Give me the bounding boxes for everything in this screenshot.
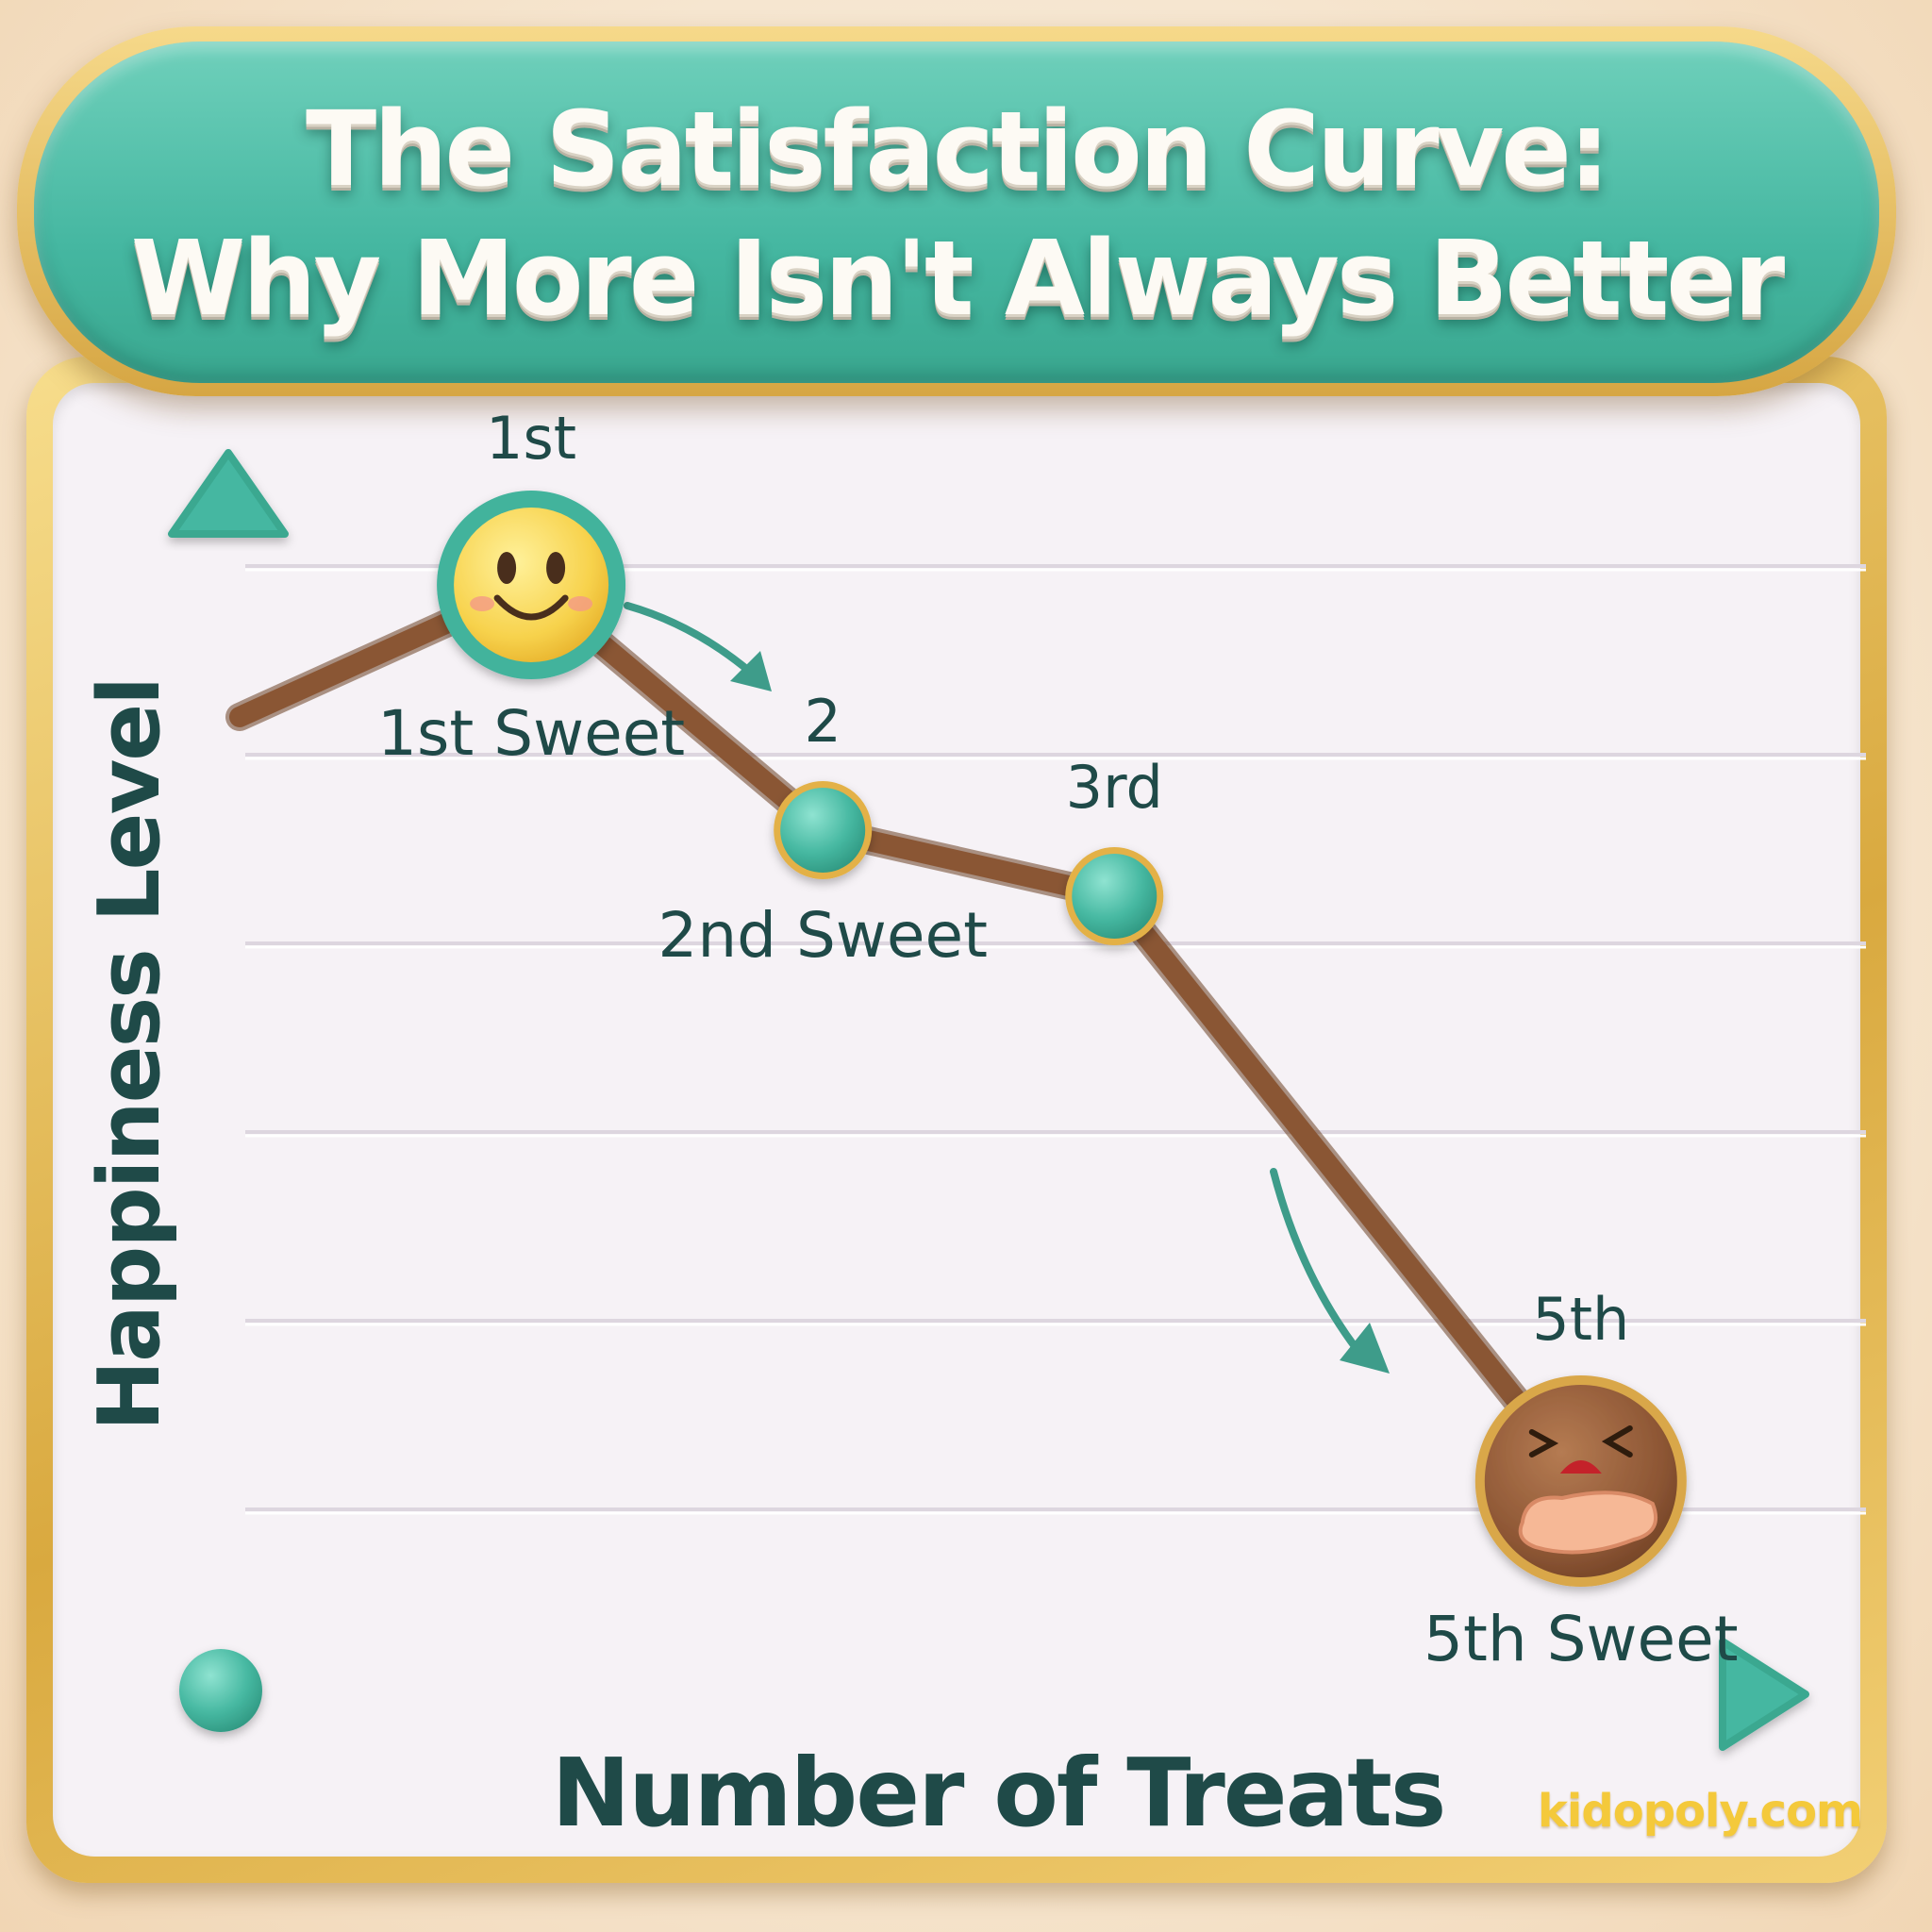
data-point-dot bbox=[780, 788, 866, 873]
sick-eye bbox=[1601, 1425, 1633, 1457]
smiley-face bbox=[454, 508, 609, 662]
chart-title-line-1: The Satisfaction Curve: bbox=[306, 89, 1610, 209]
chart-panel bbox=[53, 383, 1860, 1857]
point-top-label: 1st bbox=[486, 404, 576, 473]
point-bottom-label: 2nd Sweet bbox=[658, 899, 988, 972]
point-bottom-label: 1st Sweet bbox=[377, 697, 685, 770]
point-bottom-label: 5th Sweet bbox=[1424, 1603, 1739, 1675]
data-point bbox=[1065, 847, 1164, 945]
sick-hands bbox=[1518, 1491, 1658, 1555]
origin-knob bbox=[179, 1649, 262, 1732]
watermark: kidopoly.com bbox=[1538, 1785, 1863, 1838]
point-top-label: 2 bbox=[804, 687, 841, 756]
sick-face-icon bbox=[1474, 1375, 1687, 1587]
data-point bbox=[774, 781, 873, 879]
trend-arrows bbox=[624, 602, 1390, 1374]
smiley-eye bbox=[497, 552, 517, 584]
smiley-face-icon bbox=[437, 491, 626, 679]
labels: 1st 1st Sweet 2 2nd Sweet 3rd 5th 5th Sweet Hap… bbox=[80, 404, 1739, 1848]
y-axis-label: Happiness Level bbox=[80, 678, 179, 1431]
trend-arrow-1 bbox=[624, 602, 754, 675]
smiley-eye bbox=[546, 552, 566, 584]
smiley-mouth bbox=[493, 594, 569, 621]
smiley-cheek bbox=[470, 596, 495, 611]
trend-arrow-2 bbox=[1270, 1168, 1360, 1353]
x-axis-label: Number of Treats bbox=[552, 1738, 1445, 1848]
data-point-dot bbox=[1072, 854, 1158, 939]
y-axis-arrowhead bbox=[168, 449, 289, 538]
trend-arrow-2-head bbox=[1340, 1323, 1390, 1374]
trend-arrow-1-head bbox=[730, 651, 772, 691]
data-points bbox=[437, 491, 1687, 1587]
title-banner bbox=[34, 42, 1879, 383]
sick-eye bbox=[1528, 1429, 1559, 1457]
x-axis-arrowhead bbox=[1719, 1638, 1809, 1751]
chart-title-line-2: Why More Isn't Always Better bbox=[130, 218, 1785, 339]
smiley-cheek bbox=[568, 596, 593, 611]
point-top-label: 5th bbox=[1532, 1285, 1629, 1354]
sick-mouth bbox=[1559, 1460, 1602, 1474]
point-top-label: 3rd bbox=[1066, 753, 1163, 822]
